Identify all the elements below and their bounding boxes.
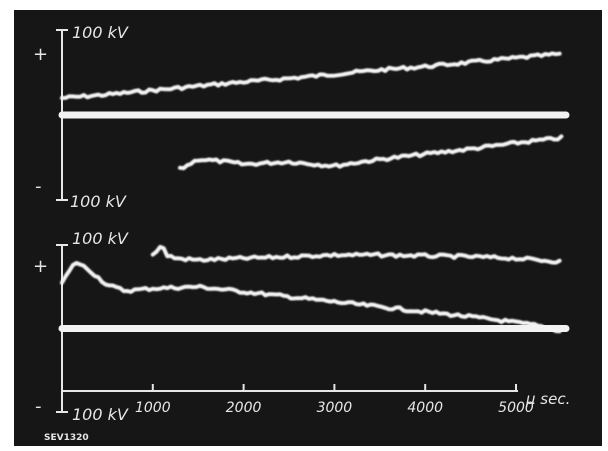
time-tick-label-2: 3000 xyxy=(317,400,353,416)
oscilloscope-screen xyxy=(14,10,602,446)
caption-label: SEV1320 xyxy=(44,433,89,443)
lower-scale-bottom-label: 100 kV xyxy=(72,405,129,424)
lower-trace-1 xyxy=(60,261,562,334)
upper-trace-2 xyxy=(178,134,564,171)
upper-trace-1 xyxy=(60,51,562,100)
lower-trace-2 xyxy=(150,244,562,265)
upper-scale-top-label: 100 kV xyxy=(72,23,129,42)
time-tick-label-1: 2000 xyxy=(226,400,262,416)
time-tick-label-0: 1000 xyxy=(135,400,171,416)
time-axis-ticks: 1000 2000 3000 4000 5000 xyxy=(135,384,534,416)
time-tick-label-3: 4000 xyxy=(407,400,443,416)
upper-plus-sign: + xyxy=(33,44,48,65)
upper-minus-sign: - xyxy=(35,176,42,197)
traces xyxy=(60,51,564,334)
time-tick-label-4: 5000 xyxy=(498,400,534,416)
time-axis-unit: µ sec. xyxy=(525,390,570,408)
lower-plus-sign: + xyxy=(33,256,48,277)
lower-scale-top-label: 100 kV xyxy=(72,229,129,248)
lower-minus-sign: - xyxy=(35,396,42,417)
upper-scale-bottom-label: 100 kV xyxy=(70,192,127,211)
